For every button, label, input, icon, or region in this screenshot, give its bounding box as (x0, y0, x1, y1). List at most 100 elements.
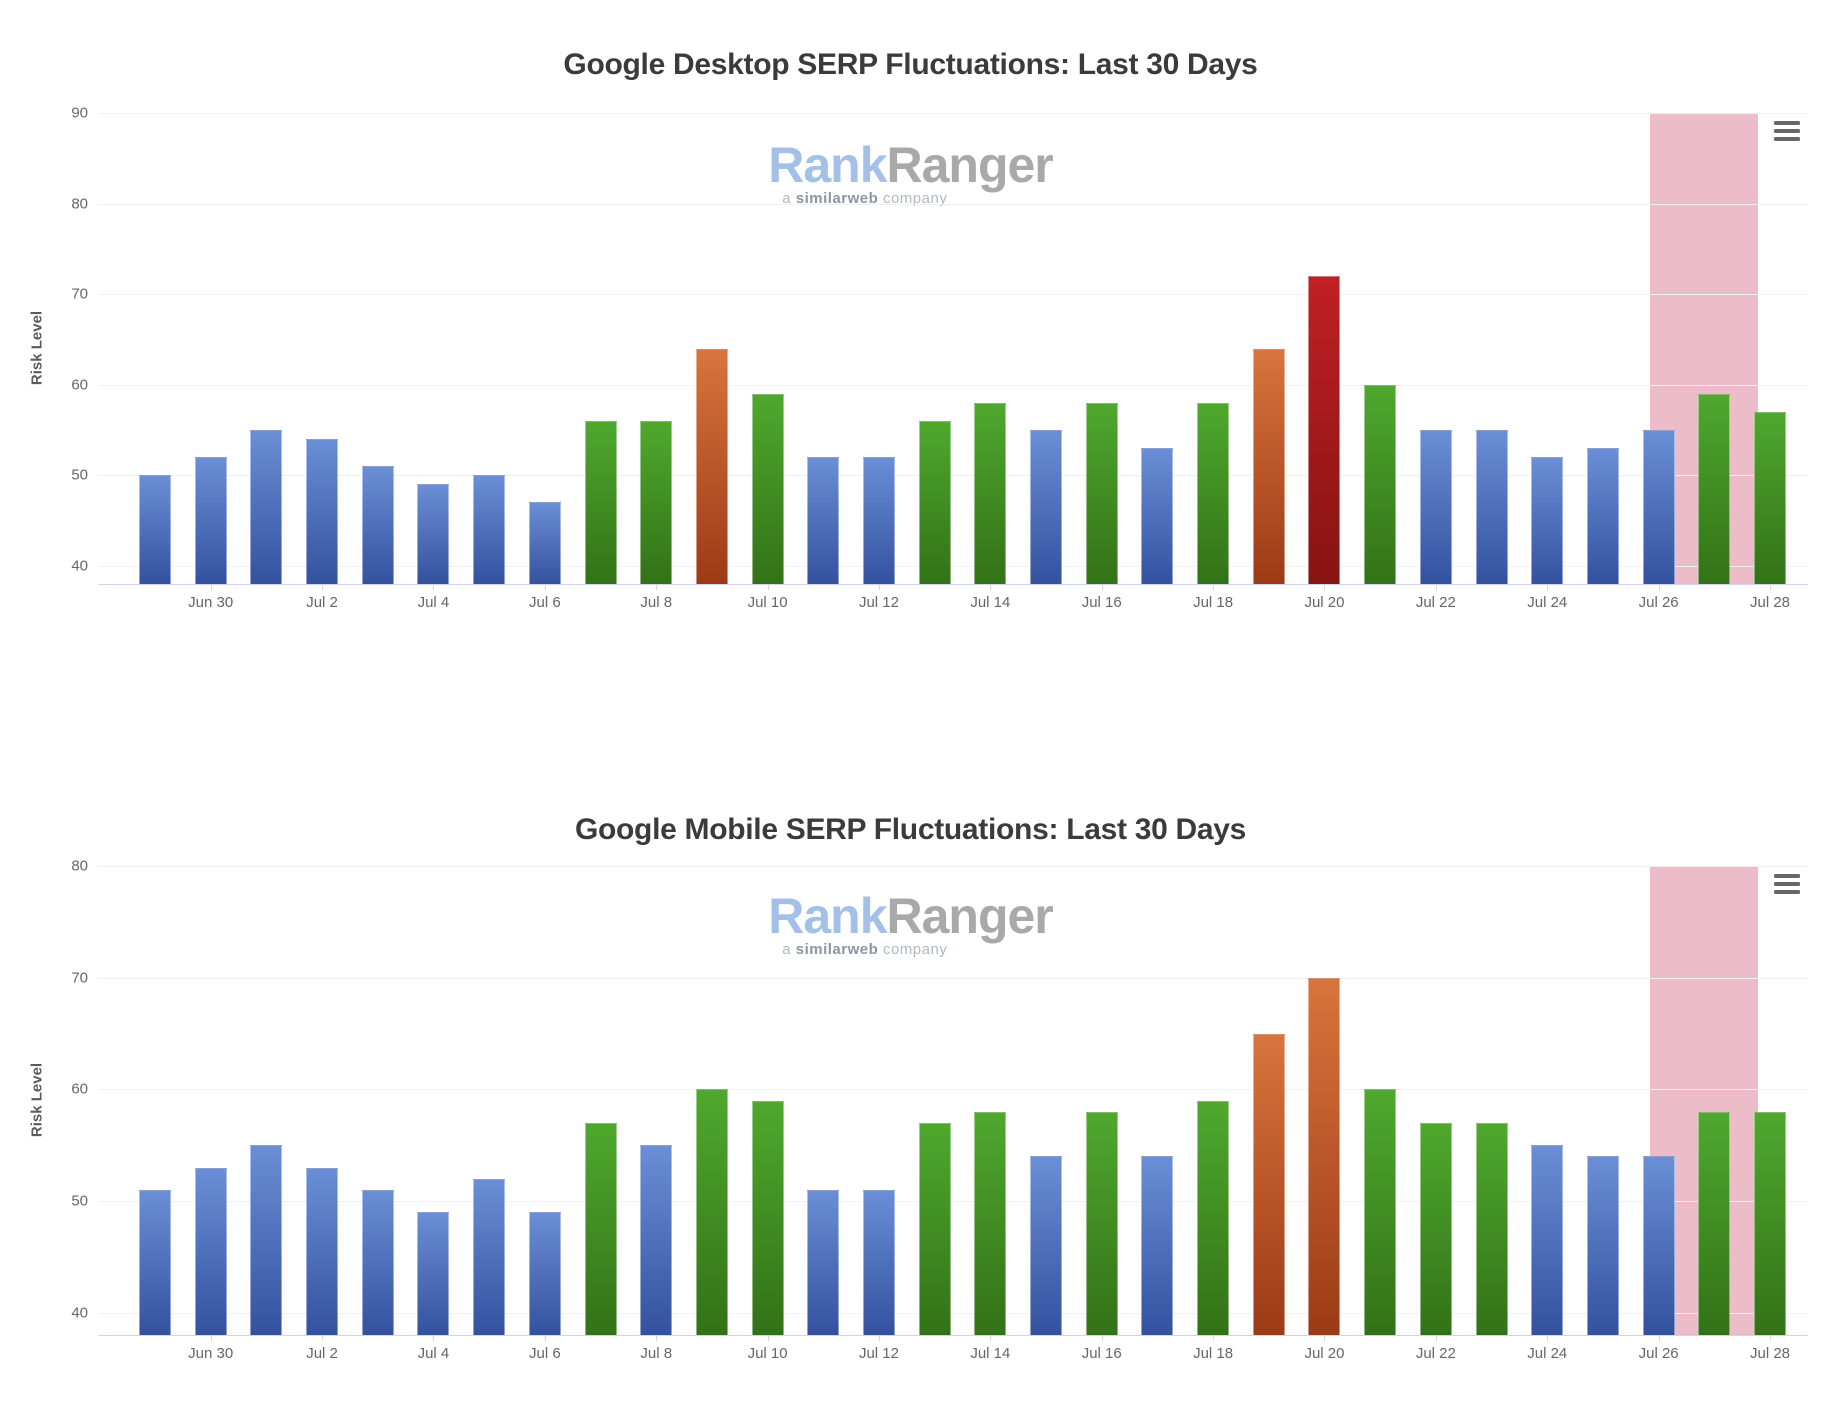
bar-jul-14[interactable] (974, 1111, 1007, 1335)
brand-secondary: Ranger (886, 137, 1054, 193)
x-tick-label: Jul 24 (1527, 594, 1568, 611)
tick-mark (1324, 584, 1326, 590)
tick-mark (767, 1335, 769, 1341)
bar-jul-15[interactable] (1030, 430, 1063, 584)
bar-jul-4[interactable] (417, 484, 450, 584)
bar-jul-16[interactable] (1085, 402, 1118, 584)
bar-jul-1[interactable] (250, 430, 283, 584)
brand-logo-text: RankRanger (768, 888, 1054, 944)
bar-jul-21[interactable] (1364, 384, 1397, 584)
bar-jul-24[interactable] (1531, 457, 1564, 584)
x-tick-label: Jul 12 (858, 1345, 899, 1362)
bar-jul-4[interactable] (417, 1212, 450, 1335)
gridline (98, 203, 1808, 205)
bar-jun-29[interactable] (139, 475, 171, 584)
bar-jul-6[interactable] (528, 1212, 561, 1335)
brand-secondary: Ranger (886, 888, 1054, 944)
tick-mark (1658, 1335, 1660, 1341)
bar-jul-12[interactable] (862, 1189, 895, 1335)
bar-jul-28[interactable] (1754, 411, 1786, 584)
gridline (98, 113, 1808, 114)
brand-tagline: a similarweb company (768, 941, 1053, 959)
bar-jun-30[interactable] (194, 457, 227, 584)
bar-jul-25[interactable] (1586, 448, 1619, 584)
tick-mark (878, 584, 880, 590)
bar-jul-6[interactable] (528, 502, 561, 584)
tick-mark (1770, 584, 1771, 590)
x-tick-label: Jul 18 (1193, 594, 1234, 611)
x-tick-label: Jul 26 (1638, 1345, 1679, 1362)
bar-jul-17[interactable] (1141, 448, 1174, 584)
gridline (98, 977, 1808, 979)
bar-jul-8[interactable] (640, 1145, 673, 1335)
x-tick-label: Jul 12 (858, 594, 899, 611)
x-tick-label: Jul 26 (1638, 594, 1679, 611)
bar-jul-10[interactable] (751, 393, 784, 584)
bar-jul-18[interactable] (1197, 402, 1230, 584)
bar-jun-30[interactable] (194, 1167, 227, 1335)
menu-bar (1774, 129, 1800, 133)
tick-mark (210, 1335, 212, 1341)
bar-jul-22[interactable] (1419, 1122, 1452, 1335)
tick-mark (1213, 584, 1215, 590)
tagline-brand: similarweb (795, 941, 879, 958)
menu-bar (1774, 874, 1800, 878)
tick-mark (1547, 584, 1549, 590)
y-axis-title: Risk Level (28, 1062, 46, 1138)
y-tick-label: 70 (71, 969, 88, 987)
gridline (98, 294, 1808, 296)
bar-jul-17[interactable] (1141, 1156, 1174, 1335)
chart-title: Google Mobile SERP Fluctuations: Last 30… (574, 813, 1247, 846)
bar-jul-2[interactable] (306, 1167, 339, 1335)
bar-jul-9[interactable] (695, 348, 728, 584)
tick-mark (1213, 1335, 1215, 1341)
x-tick-label: Jul 24 (1527, 1345, 1568, 1362)
bar-jul-20[interactable] (1308, 276, 1341, 584)
bar-jul-13[interactable] (918, 420, 951, 584)
bar-jul-11[interactable] (807, 1189, 840, 1335)
y-tick-label: 50 (71, 466, 88, 484)
bar-jul-19[interactable] (1252, 1033, 1285, 1335)
bar-jul-23[interactable] (1475, 1122, 1508, 1335)
bar-jul-8[interactable] (640, 420, 673, 584)
bar-jul-3[interactable] (361, 466, 394, 584)
bar-jul-18[interactable] (1197, 1100, 1230, 1335)
bar-jul-13[interactable] (918, 1122, 951, 1335)
bar-jul-16[interactable] (1085, 1111, 1118, 1335)
bar-jul-24[interactable] (1531, 1145, 1564, 1335)
x-tick-label: Jul 8 (640, 594, 673, 611)
y-axis-title: Risk Level (28, 310, 46, 386)
bar-jul-7[interactable] (584, 1122, 617, 1335)
bar-jul-19[interactable] (1252, 348, 1285, 584)
gridline (98, 565, 1808, 567)
bar-jul-10[interactable] (751, 1100, 784, 1335)
bar-jul-23[interactable] (1475, 430, 1508, 584)
bar-jul-7[interactable] (584, 420, 617, 584)
bar-jul-12[interactable] (862, 457, 895, 584)
bar-jun-29[interactable] (139, 1189, 171, 1335)
bar-jul-22[interactable] (1419, 430, 1452, 584)
bar-jul-5[interactable] (473, 1178, 506, 1335)
hamburger-menu-icon[interactable] (1774, 874, 1800, 894)
brand-logo-text: RankRanger (768, 137, 1054, 193)
bar-jul-2[interactable] (306, 439, 339, 584)
bar-jul-5[interactable] (473, 475, 506, 584)
bar-jul-11[interactable] (807, 457, 840, 584)
bar-jul-1[interactable] (250, 1145, 283, 1335)
bar-jul-28[interactable] (1754, 1111, 1786, 1335)
bar-jul-20[interactable] (1308, 977, 1341, 1335)
bar-jul-3[interactable] (361, 1189, 394, 1335)
bar-jul-27[interactable] (1698, 393, 1731, 584)
bar-jul-26[interactable] (1642, 430, 1675, 584)
bar-jul-14[interactable] (974, 402, 1007, 584)
bar-jul-21[interactable] (1364, 1089, 1397, 1335)
bar-jul-15[interactable] (1030, 1156, 1063, 1335)
hamburger-menu-icon[interactable] (1774, 121, 1800, 141)
bar-jul-26[interactable] (1642, 1156, 1675, 1335)
gridline (98, 384, 1808, 386)
bar-jul-9[interactable] (695, 1089, 728, 1335)
brand-tagline: a similarweb company (768, 190, 1053, 208)
x-tick-label: Jul 22 (1415, 594, 1456, 611)
bar-jul-25[interactable] (1586, 1156, 1619, 1335)
bar-jul-27[interactable] (1698, 1111, 1731, 1335)
